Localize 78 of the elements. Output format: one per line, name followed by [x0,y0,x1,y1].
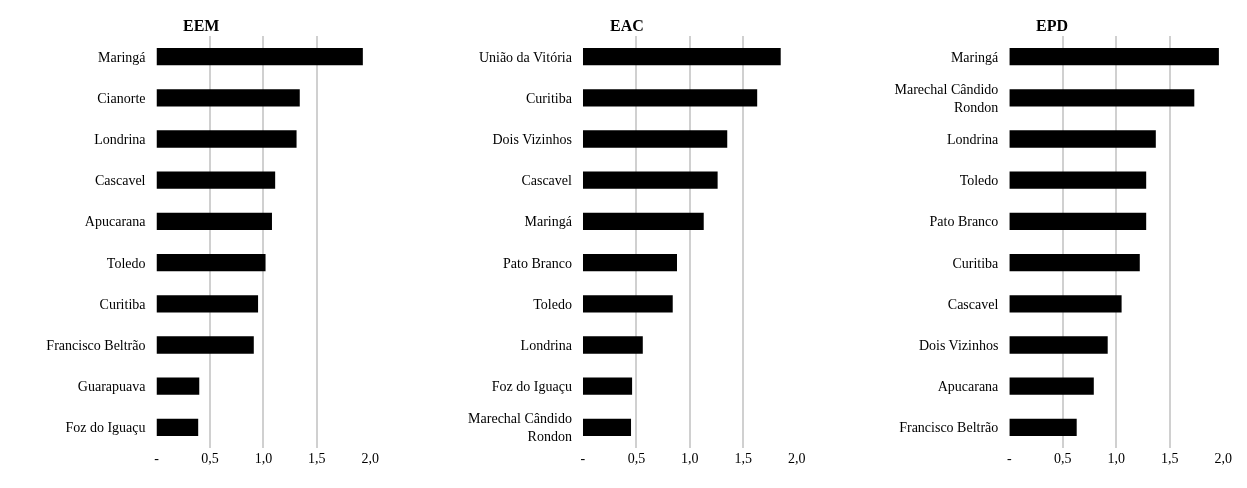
bar [1009,171,1147,189]
bar [156,171,276,189]
bar [582,295,673,313]
y-tick-label: Foz do Iguaçu [65,420,146,436]
y-tick-label: Francisco Beltrão [46,337,146,353]
bar [1009,47,1219,66]
chart-title: EEM [183,17,220,34]
bar [582,89,758,107]
y-tick-label: Pato Branco [503,255,572,271]
bar [1009,418,1077,437]
y-tick-label: Apucarana [84,214,147,230]
bar [1009,253,1140,272]
x-tick-label: - [580,451,586,466]
bar [582,253,677,272]
bar [1009,89,1195,107]
y-tick-label: Pato Branco [929,214,999,230]
y-tick-label: Dois Vizinhos [492,131,572,147]
x-tick-label: 1,5 [1160,451,1179,466]
y-tick-label: União da Vitória [478,49,573,65]
y-tick-label: Cianorte [97,90,146,106]
y-tick-label: Toledo [959,173,999,189]
x-tick-label: 1,5 [734,451,753,466]
y-tick-label: Marechal Cândido Rondon [894,81,999,115]
bar [156,89,300,107]
x-tick-label: 1,0 [681,451,699,466]
y-tick-label: Marechal Cândido Rondon [468,411,572,445]
x-tick-label: 0,5 [201,451,219,466]
bar [582,171,718,189]
y-tick-label: Guarapuava [77,379,147,395]
bar [1009,336,1108,354]
bar [156,47,363,66]
chart-title: EPD [1036,17,1068,34]
bar [156,418,199,437]
bar [156,212,272,231]
y-tick-label: Cascavel [521,173,573,189]
y-tick-label: Toledo [106,255,146,271]
y-tick-label: Maringá [524,214,573,230]
x-tick-label: 1,0 [1107,451,1125,466]
x-tick-label: 1,5 [308,451,326,466]
bar [156,377,200,395]
bar [1009,212,1147,231]
y-tick-label: Maringá [98,49,147,65]
bar [156,336,254,354]
y-tick-label: Cascavel [947,296,999,312]
y-tick-label: Francisco Beltrão [899,420,999,436]
y-tick-label: Londrina [520,337,573,353]
bar [156,295,259,313]
y-tick-label: Curitiba [99,296,147,312]
y-tick-label: Curitiba [526,90,573,106]
x-tick-label: 1,0 [254,451,273,466]
y-tick-label: Londrina [947,131,1000,147]
bar [582,336,643,354]
x-tick-label: 2,0 [788,451,806,466]
x-tick-label: 0,5 [627,451,646,466]
y-tick-label: Cascavel [94,173,146,189]
bar [1009,130,1156,148]
chart-title: EAC [610,17,644,34]
bar [582,130,728,148]
bar [582,212,704,231]
x-tick-label: 2,0 [361,451,380,466]
y-tick-label: Apucarana [937,379,1000,395]
bar [156,130,297,148]
y-tick-label: Londrina [94,131,147,147]
y-tick-label: Dois Vizinhos [918,337,999,353]
x-tick-label: - [154,451,160,466]
x-tick-label: 0,5 [1054,451,1072,466]
bar [582,418,632,437]
bar [582,47,781,66]
bar [156,253,266,272]
y-tick-label: Toledo [533,296,572,312]
y-tick-label: Foz do Iguaçu [491,379,572,395]
bar [582,377,633,395]
bar [1009,295,1122,313]
x-tick-label: 2,0 [1214,451,1232,466]
bar [1009,377,1094,395]
y-tick-label: Maringá [950,49,1000,65]
x-tick-label: - [1007,451,1012,466]
y-tick-label: Curitiba [952,255,1000,271]
